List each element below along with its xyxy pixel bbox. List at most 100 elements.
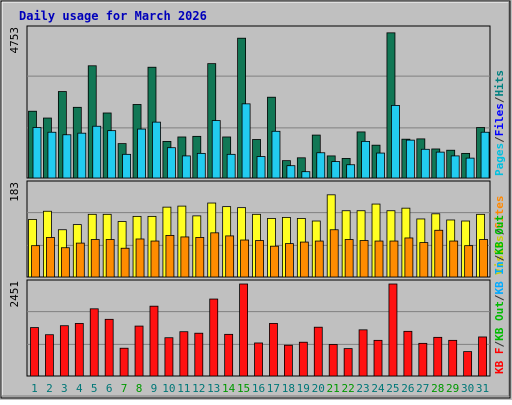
legend-entry: Visits bbox=[493, 235, 506, 275]
bar-kb bbox=[313, 326, 323, 377]
bar-files bbox=[47, 131, 57, 179]
x-tick-label: 21 bbox=[327, 382, 340, 395]
bar-sites bbox=[419, 242, 429, 278]
x-tick-label: 7 bbox=[121, 382, 128, 395]
bar-files bbox=[465, 157, 475, 179]
x-tick-label: 31 bbox=[476, 382, 489, 395]
bar-sites bbox=[75, 242, 85, 278]
bar-sites bbox=[180, 236, 190, 278]
bar-sites bbox=[90, 239, 100, 278]
bar-sites bbox=[120, 247, 130, 278]
bar-files bbox=[92, 125, 102, 179]
bar-files bbox=[435, 151, 445, 179]
bar-files bbox=[211, 120, 221, 179]
bar-files bbox=[346, 164, 356, 179]
x-tick-label: 19 bbox=[297, 382, 310, 395]
x-tick-label: 10 bbox=[162, 382, 175, 395]
bar-kb bbox=[149, 305, 159, 377]
bar-sites bbox=[299, 241, 309, 278]
bar-kb bbox=[104, 318, 114, 377]
bar-sites bbox=[165, 234, 175, 278]
x-tick-label: 26 bbox=[401, 382, 414, 395]
bar-kb bbox=[164, 337, 174, 377]
chart-title: Daily usage for March 2026 bbox=[19, 9, 207, 23]
bar-kb bbox=[284, 344, 293, 377]
bar-sites bbox=[270, 245, 279, 278]
bar-files bbox=[77, 132, 87, 179]
bar-files bbox=[405, 139, 415, 179]
bar-files bbox=[450, 155, 460, 179]
bar-files bbox=[241, 103, 251, 179]
bar-kb bbox=[388, 283, 398, 377]
x-tick-label: 6 bbox=[106, 382, 113, 395]
bar-files bbox=[420, 148, 430, 179]
bar-files bbox=[167, 147, 176, 179]
bar-sites bbox=[135, 238, 145, 278]
bar-sites bbox=[240, 239, 249, 278]
bar-kb bbox=[254, 342, 263, 377]
panel-2: 183 Visits/ Sites bbox=[8, 180, 506, 278]
y-max-tick-label: 4753 bbox=[8, 27, 21, 54]
bar-files bbox=[152, 121, 161, 179]
bar-kb bbox=[343, 348, 353, 377]
x-tick-label: 18 bbox=[282, 382, 295, 395]
bar-kb bbox=[209, 298, 219, 377]
legend-entry: Sites bbox=[493, 196, 506, 229]
legend: Pages/Files/Hits bbox=[493, 70, 506, 176]
bar-kb bbox=[224, 333, 234, 377]
legend-entry: KB In bbox=[493, 261, 506, 294]
legend-entry: / bbox=[493, 136, 506, 143]
x-tick-label: 8 bbox=[136, 382, 143, 395]
bar-sites bbox=[329, 229, 339, 278]
bar-kb bbox=[373, 339, 383, 377]
legend-entry: Pages bbox=[493, 143, 506, 176]
legend-entry: / bbox=[493, 96, 506, 103]
bar-kb bbox=[74, 323, 84, 377]
x-tick-label: 15 bbox=[237, 382, 250, 395]
bar-kb bbox=[89, 308, 99, 377]
x-tick-label: 23 bbox=[356, 382, 369, 395]
legend-entry: / bbox=[493, 254, 506, 261]
bar-files bbox=[196, 152, 206, 179]
x-tick-label: 27 bbox=[416, 382, 429, 395]
bar-sites bbox=[31, 245, 40, 278]
y-max-tick-label: 183 bbox=[8, 182, 21, 202]
panels-group: 4753Pages/Files/Hits183Visits/Sites2451K… bbox=[8, 25, 506, 377]
x-tick-label: 17 bbox=[267, 382, 280, 395]
bar-kb bbox=[179, 331, 189, 377]
legend-entry: Files bbox=[493, 103, 506, 136]
legend-entry: KB F bbox=[493, 348, 506, 375]
x-tick-label: 12 bbox=[192, 382, 205, 395]
bar-kb bbox=[269, 323, 278, 377]
bar-sites bbox=[344, 239, 354, 278]
bar-sites bbox=[464, 245, 474, 278]
bar-kb bbox=[134, 325, 144, 377]
bar-sites bbox=[314, 240, 324, 278]
y-max-tick-label: 2451 bbox=[8, 281, 21, 308]
bar-sites bbox=[404, 237, 414, 278]
bar-files bbox=[256, 156, 266, 179]
bar-files bbox=[316, 152, 326, 179]
legend-entry: KB Out bbox=[493, 301, 506, 341]
legend: KB F/KB Out/KB In/KB Out bbox=[493, 215, 506, 374]
x-tick-label: 4 bbox=[76, 382, 83, 395]
bar-sites bbox=[479, 239, 488, 278]
bar-files bbox=[32, 127, 42, 179]
x-tick-label: 1 bbox=[31, 382, 38, 395]
x-tick-label: 13 bbox=[207, 382, 220, 395]
bar-kb bbox=[433, 336, 443, 377]
bar-sites bbox=[195, 237, 205, 278]
x-tick-label: 9 bbox=[151, 382, 158, 395]
bar-files bbox=[107, 130, 117, 179]
bar-files bbox=[391, 105, 400, 179]
x-tick-label: 20 bbox=[312, 382, 325, 395]
legend-entry: Hits bbox=[493, 70, 506, 97]
bar-sites bbox=[60, 247, 70, 278]
bar-files bbox=[301, 171, 311, 179]
bars bbox=[28, 32, 490, 179]
x-axis-labels: 1 2 3 4 5 6 7 8 9 10 11 12 13 14 15 16 17 18 19 20 21 22 23 24 2… bbox=[31, 382, 489, 395]
bar-sites bbox=[389, 240, 399, 278]
